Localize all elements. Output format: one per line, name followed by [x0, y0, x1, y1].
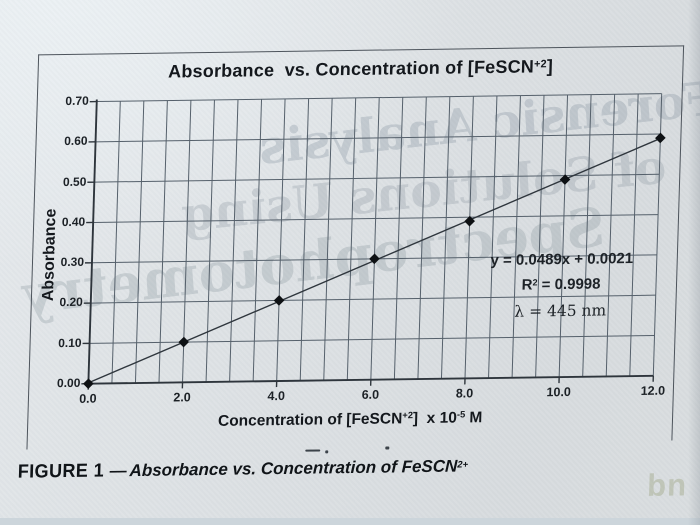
y-axis-line [87, 99, 98, 384]
gridline-vertical [629, 93, 639, 377]
gridline-horizontal [96, 93, 662, 103]
gridline-vertical [299, 98, 310, 381]
gridline-vertical [111, 101, 121, 384]
caption-text-body: Absorbance vs. Concentration of FeSCN [129, 456, 458, 481]
x-axis-title-superscript-1: +2 [402, 410, 414, 421]
y-tick-label: 0.50 [62, 174, 87, 189]
gridline-vertical [276, 98, 286, 382]
plot-area: 0.00 0.10 0.20 0.30 0.40 0.50 0.60 0.70 0.0 2.0 4… [57, 93, 666, 406]
x-axis-title-mid: ] x 10 [412, 409, 458, 428]
gridline-horizontal [95, 133, 661, 143]
gridline-vertical [393, 97, 404, 380]
x-axis-title-text: Concentration of [FeSCN [217, 410, 403, 430]
x-tick-label: 4.0 [267, 388, 286, 404]
frame-bottom-remnant [325, 450, 329, 453]
chart-title-superscript: +2 [533, 57, 548, 71]
chart-title: Absorbance vs. Concentration of [FeSCN+2… [38, 54, 683, 84]
chart-frame: Absorbance vs. Concentration of [FeSCN+2… [26, 45, 685, 453]
data-point-diamond [559, 174, 571, 185]
fit-wavelength: λ = 445 nm [514, 301, 607, 321]
gridline-vertical [582, 94, 592, 377]
r-squared-value: = 0.9998 [537, 275, 601, 294]
data-point-diamond [655, 132, 666, 144]
data-point-diamond [83, 378, 94, 389]
y-tick-label: 0.30 [60, 254, 85, 270]
y-tick-label: 0.60 [64, 133, 88, 149]
gridline-vertical [535, 95, 545, 378]
gridline-vertical [464, 96, 474, 379]
gridline-vertical [417, 96, 427, 380]
x-tick-label: 6.0 [361, 387, 380, 402]
chart-title-text: Absorbance vs. Concentration of [FeSCN [167, 56, 535, 82]
frame-bottom-remnant [305, 449, 321, 453]
r-squared-superscript: 2 [532, 276, 538, 287]
x-tick-label: 8.0 [455, 386, 474, 401]
figure-label: FIGURE 1 [17, 460, 105, 483]
data-point-diamond [178, 336, 190, 348]
x-axis-title-superscript-2: -5 [456, 409, 466, 420]
caption-dash: — [109, 461, 127, 481]
frame-bottom-remnant [385, 446, 390, 450]
y-tick-label: 0.20 [59, 295, 84, 310]
gridline-vertical [370, 97, 380, 380]
data-point-diamond [369, 253, 380, 265]
gridline-vertical [229, 99, 239, 382]
gridline-vertical [252, 99, 263, 382]
data-point-diamond [464, 215, 475, 227]
data-point-diamond [273, 295, 285, 306]
gridline-horizontal [93, 214, 659, 223]
gridline-vertical [158, 100, 168, 383]
caption-text: Absorbance vs. Concentration of FeSCN2+ [129, 456, 469, 481]
gridline-vertical [134, 100, 145, 384]
x-tick-label: 12.0 [640, 383, 666, 398]
x-tick-label: 2.0 [173, 390, 191, 405]
chart-title-bracket: ] [546, 56, 554, 77]
fit-annotation: y = 0.0489x + 0.0021 R2 = 0.9998 λ = 445… [467, 246, 655, 326]
x-tick-label: 0.0 [79, 391, 97, 406]
fit-r-squared: R2 = 0.9998 [468, 271, 655, 301]
y-tick-label: 0.00 [56, 375, 81, 391]
gridline-vertical [440, 96, 451, 379]
photo-bottom-edge [0, 518, 700, 525]
plot-canvas [81, 93, 666, 390]
y-tick-label: 0.40 [61, 214, 86, 229]
fit-equation: y = 0.0489x + 0.0021 [490, 250, 634, 270]
y-tick-label: 0.70 [65, 93, 89, 108]
watermark-text: bn [646, 467, 688, 503]
gridline-vertical [605, 94, 616, 377]
x-axis-title-unit: M [464, 409, 483, 427]
caption-superscript: 2+ [457, 459, 469, 470]
gridline-vertical [205, 99, 215, 383]
gridline-vertical [511, 95, 521, 378]
gridline-vertical [346, 97, 357, 381]
gridline-horizontal [90, 294, 656, 304]
gridline-vertical [182, 100, 192, 383]
gridline-vertical [558, 94, 569, 378]
gridline-vertical [323, 98, 333, 381]
figure-caption: FIGURE 1— Absorbance vs. Concentration of… [17, 455, 468, 483]
x-tick-label: 10.0 [546, 384, 572, 400]
gridline-vertical [488, 95, 498, 379]
x-axis-title: Concentration of [FeSCN+2] x 10-5 M [28, 407, 672, 434]
y-tick-label: 0.10 [58, 335, 82, 350]
